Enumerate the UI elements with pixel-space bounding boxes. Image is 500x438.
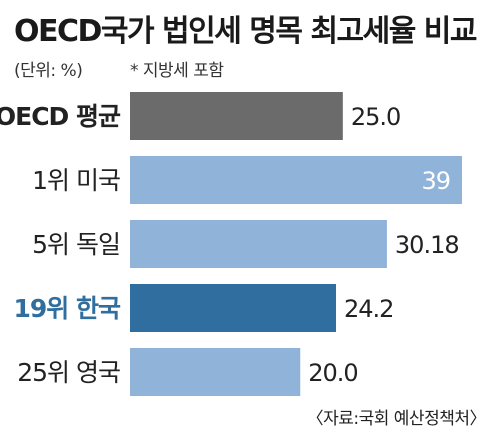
bar — [130, 348, 301, 396]
value-label: 39 — [421, 167, 450, 195]
source-label: 〈자료:국회 예산정책처〉 — [306, 409, 487, 429]
bar — [130, 156, 462, 204]
value-label: 20.0 — [308, 359, 357, 387]
chart-title: OECD국가 법인세 명목 최고세율 비교 — [14, 14, 478, 49]
footnote-label: * 지방세 포함 — [130, 61, 224, 81]
bar — [130, 220, 387, 268]
category-label: 1위 미국 — [32, 166, 120, 195]
value-label: 24.2 — [344, 295, 393, 323]
category-label: 25위 영국 — [17, 358, 120, 387]
value-label: 30.18 — [395, 231, 459, 259]
unit-label: (단위: %) — [14, 61, 83, 81]
category-label: 5위 독일 — [32, 230, 120, 259]
bar — [130, 92, 343, 140]
category-label: OECD 평균 — [0, 102, 121, 131]
bar — [130, 284, 337, 332]
value-label: 25.0 — [351, 103, 400, 131]
category-label: 19위 한국 — [14, 294, 121, 323]
